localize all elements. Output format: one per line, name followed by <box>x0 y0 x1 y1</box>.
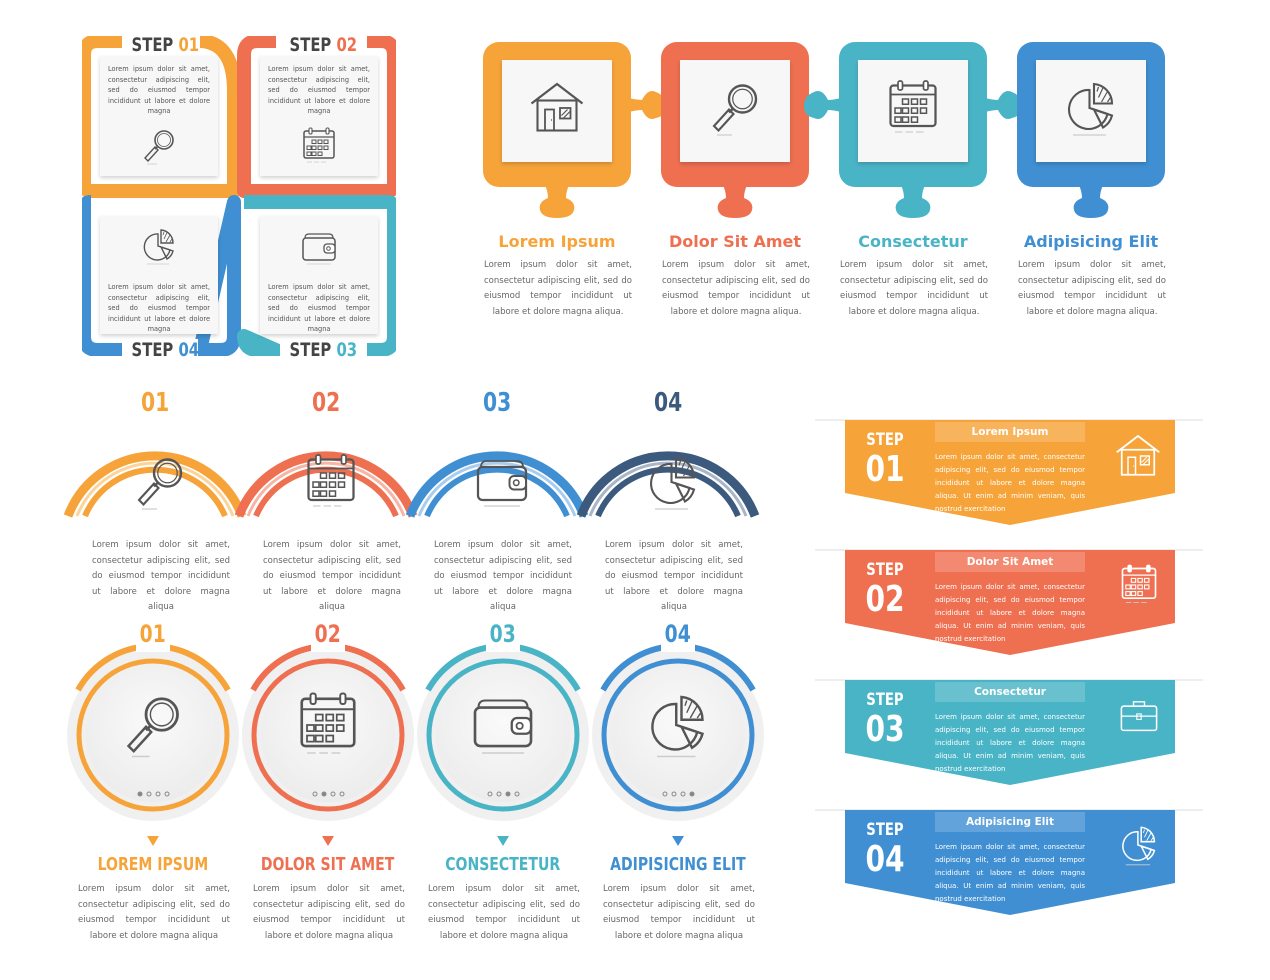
puzzle-tile-1 <box>502 60 612 162</box>
banner-text-2: Lorem ipsum dolor sit amet, consectetur … <box>935 583 1085 643</box>
arc-num-02: 02 <box>311 388 341 418</box>
circle-title-2: DOLOR SIT AMET <box>261 854 395 875</box>
puzzle-title-1: Lorem Ipsum <box>498 232 616 251</box>
banner-num-4: 04 <box>865 839 905 880</box>
quad-tile-04: Lorem ipsum dolor sit amet, consectetur … <box>100 216 218 334</box>
banner-text-3: Lorem ipsum dolor sit amet, consectetur … <box>935 713 1085 773</box>
quad-tile-02: Lorem ipsum dolor sit amet, consectetur … <box>260 56 378 176</box>
banner-step-word-2: STEP <box>866 560 904 580</box>
banner-title-3: Consectetur <box>974 686 1046 698</box>
banner-step-word-1: STEP <box>866 430 904 450</box>
puzzle-tile-2 <box>680 60 790 162</box>
calendar-icon <box>299 126 339 166</box>
circle-num-01: 01 <box>139 620 167 648</box>
quad-step-03-label: STEP 03 <box>280 339 357 361</box>
banner-text-4: Lorem ipsum dolor sit amet, consectetur … <box>935 843 1085 903</box>
quad-tile-04-text: Lorem ipsum dolor sit amet, consectetur … <box>108 283 210 333</box>
arc-text-2: Lorem ipsum dolor sit amet, consectetur … <box>263 540 401 612</box>
arc-text-1: Lorem ipsum dolor sit amet, consectetur … <box>92 540 230 612</box>
circle-text-4: Lorem ipsum dolor sit amet, consectetur … <box>603 884 755 941</box>
puzzle-text-2: Lorem ipsum dolor sit amet, consectetur … <box>662 260 810 317</box>
magnifier-icon <box>130 452 190 512</box>
quad-tile-02-text: Lorem ipsum dolor sit amet, consectetur … <box>268 65 370 115</box>
pie-chart-icon <box>1117 823 1161 867</box>
quad-tile-03-text: Lorem ipsum dolor sit amet, consectetur … <box>268 283 370 333</box>
wallet-icon <box>299 228 339 268</box>
banner-shapes <box>815 419 1203 915</box>
pie-chart-icon <box>643 452 703 512</box>
circle-text-3: Lorem ipsum dolor sit amet, consectetur … <box>428 884 580 941</box>
arc-text-3: Lorem ipsum dolor sit amet, consectetur … <box>434 540 572 612</box>
banner-step-word-3: STEP <box>866 690 904 710</box>
quad-frame <box>82 36 396 356</box>
circle-steps-diagram: 01 02 03 04 LOREM IPSUM DOLOR SIT AMET C… <box>60 620 780 950</box>
banner-title-4: Adipisicing Elit <box>965 816 1055 828</box>
banner-num-2: 02 <box>865 579 905 620</box>
puzzle-text-4: Lorem ipsum dolor sit amet, consectetur … <box>1018 260 1166 317</box>
circle-num-03: 03 <box>489 620 517 648</box>
arc-text-4: Lorem ipsum dolor sit amet, consectetur … <box>605 540 743 612</box>
circle-num-04: 04 <box>664 620 692 648</box>
quad-tile-03: Lorem ipsum dolor sit amet, consectetur … <box>260 216 378 334</box>
calendar-icon <box>1117 563 1161 607</box>
arc-num-04: 04 <box>653 388 683 418</box>
puzzle-tile-4 <box>1036 60 1146 162</box>
banner-text-1: Lorem ipsum dolor sit amet, consectetur … <box>935 453 1085 513</box>
banner-title-1: Lorem Ipsum <box>971 426 1049 438</box>
pie-chart-icon <box>643 690 713 760</box>
circle-text-2: Lorem ipsum dolor sit amet, consectetur … <box>253 884 405 941</box>
house-icon <box>1113 431 1163 481</box>
calendar-icon <box>293 690 363 760</box>
magnifier-icon <box>118 690 188 760</box>
arc-steps-diagram: 01 02 03 04 Lorem ipsum dolor sit amet, … <box>60 388 780 612</box>
puzzle-title-4: Adipisicing Elit <box>1023 232 1159 251</box>
puzzle-text-1: Lorem ipsum dolor sit amet, consectetur … <box>484 260 632 317</box>
circle-text-1: Lorem ipsum dolor sit amet, consectetur … <box>78 884 230 941</box>
puzzle-text-3: Lorem ipsum dolor sit amet, consectetur … <box>840 260 988 317</box>
circle-title-3: CONSECTETUR <box>445 854 561 875</box>
quad-tile-01-text: Lorem ipsum dolor sit amet, consectetur … <box>108 65 210 115</box>
wallet-icon <box>468 690 538 760</box>
puzzle-tile-3 <box>858 60 968 162</box>
calendar-icon <box>301 452 361 512</box>
circle-title-1: LOREM IPSUM <box>97 854 209 875</box>
calendar-icon <box>883 78 943 138</box>
banner-num-3: 03 <box>865 709 905 750</box>
magnifier-icon <box>139 126 179 166</box>
quad-step-02-label: STEP 02 <box>280 34 357 56</box>
briefcase-icon <box>1117 693 1161 737</box>
wallet-icon <box>472 452 532 512</box>
house-icon <box>527 78 587 138</box>
banner-title-2: Dolor Sit Amet <box>966 556 1054 568</box>
pie-chart-icon <box>139 226 179 266</box>
quad-steps-diagram: STEP 01 STEP 02 STEP 04 STEP 03 Lorem ip… <box>82 34 396 361</box>
banner-num-1: 01 <box>865 449 905 490</box>
circle-num-02: 02 <box>314 620 342 648</box>
circle-shapes <box>67 640 764 846</box>
arc-num-01: 01 <box>140 388 170 418</box>
quad-step-01-label: STEP 01 <box>122 34 199 56</box>
pie-chart-icon <box>1061 78 1121 138</box>
arc-num-03: 03 <box>482 388 512 418</box>
banner-step-word-4: STEP <box>866 820 904 840</box>
puzzle-steps-diagram: Lorem Ipsum Dolor Sit Amet Consectetur A… <box>470 40 1190 330</box>
circle-title-4: ADIPISICING ELIT <box>610 854 746 875</box>
quad-tile-01: Lorem ipsum dolor sit amet, consectetur … <box>100 56 218 176</box>
banner-steps-diagram: STEP 01 Lorem Ipsum Lorem ipsum dolor si… <box>815 415 1205 935</box>
magnifier-icon <box>705 78 765 138</box>
puzzle-title-2: Dolor Sit Amet <box>669 232 801 251</box>
puzzle-title-3: Consectetur <box>858 232 968 251</box>
quad-step-04-label: STEP 04 <box>122 339 199 361</box>
